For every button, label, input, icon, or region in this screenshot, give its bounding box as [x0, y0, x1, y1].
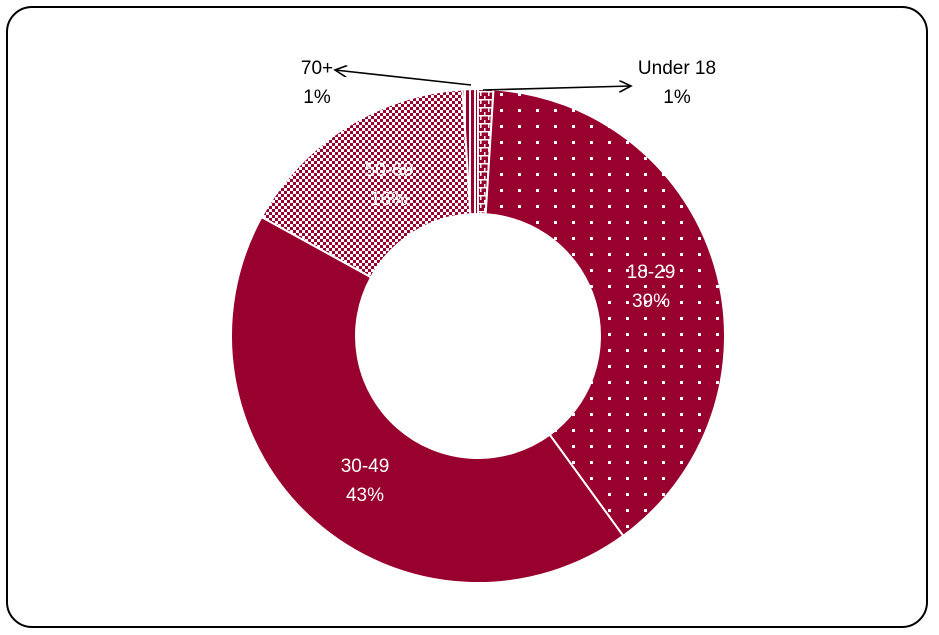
percent-label-18-29: 39% [632, 291, 670, 312]
category-label-18-29: 18-29 [627, 262, 676, 283]
slice-50-69 [260, 88, 472, 279]
leader-arrow-70-plus [335, 70, 472, 86]
category-label-30-49: 30-49 [341, 456, 390, 477]
slice-18-29 [484, 88, 726, 538]
slices-layer [230, 87, 726, 584]
category-label-under-18: Under 18 [638, 58, 716, 79]
percent-label-30-49: 43% [346, 485, 384, 506]
percent-label-under-18: 1% [663, 87, 691, 108]
percent-label-50-69: 16% [370, 189, 408, 210]
percent-label-70-plus: 1% [303, 87, 331, 108]
category-label-70-plus: 70+ [301, 58, 333, 79]
slice-70-plus [461, 87, 479, 216]
donut-chart: Under 18 1% 18-29 39% 30-49 43% 50-69 16% 70+ 1% [230, 58, 726, 584]
category-label-50-69: 50-69 [365, 160, 414, 181]
chart-frame: Under 18 1% 18-29 39% 30-49 43% 50-69 16% 70+ 1% [6, 6, 928, 628]
slice-30-49 [230, 215, 625, 584]
leader-arrow-under-18 [482, 86, 631, 90]
labels-layer: Under 18 1% 18-29 39% 30-49 43% 50-69 16% 70+ 1% [301, 58, 716, 506]
